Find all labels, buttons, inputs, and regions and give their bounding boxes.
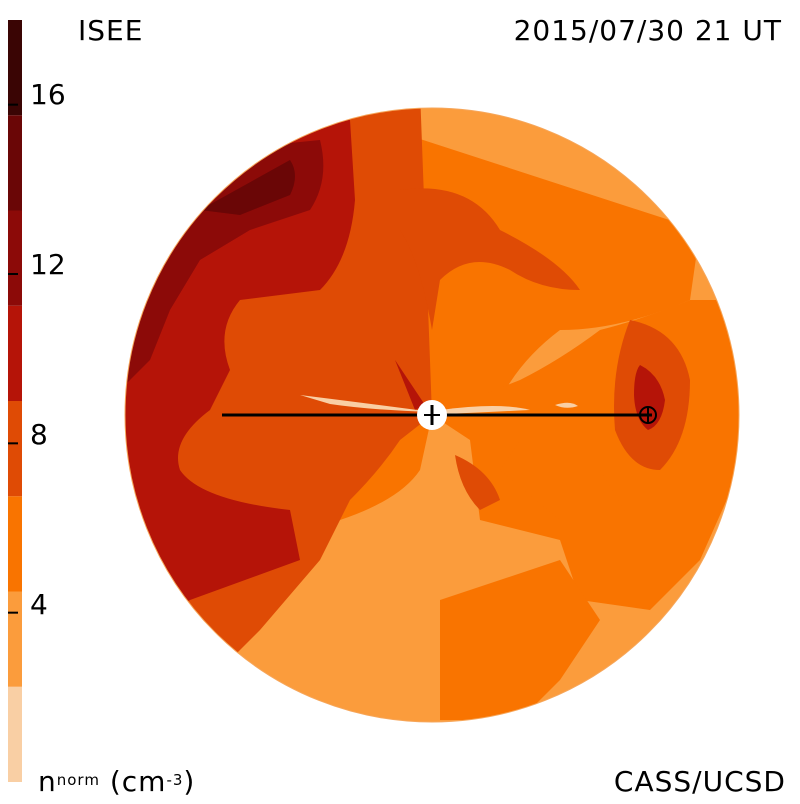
colorbar-segment xyxy=(8,210,22,306)
contour-region xyxy=(455,455,500,510)
credit-label: CASS/UCSD xyxy=(613,765,786,798)
colorbar-tick-label: 12 xyxy=(30,248,66,281)
unit-sup: norm xyxy=(56,771,100,789)
contour-region xyxy=(400,188,580,330)
contour-region xyxy=(440,406,530,414)
colorbar-tick-label: 8 xyxy=(30,418,48,451)
unit-pre: (cm xyxy=(109,765,167,798)
contour-region xyxy=(440,560,600,720)
timestamp-label: 2015/07/30 21 UT xyxy=(513,14,782,47)
colorbar-segment xyxy=(8,686,22,782)
contour-region xyxy=(555,402,578,408)
chart-title: ISEE xyxy=(78,14,144,47)
density-contours xyxy=(125,108,739,722)
colorbar-tick-label: 16 xyxy=(30,78,66,111)
unit-exp: -3 xyxy=(166,771,184,789)
colorbar-segment xyxy=(8,305,22,401)
contour-region xyxy=(500,440,630,520)
colorbar-segment xyxy=(8,115,22,211)
colorbar-segment xyxy=(8,20,22,116)
disk-outline xyxy=(124,107,740,723)
colorbar-unit-label: nnorm (cm-3) xyxy=(38,765,195,798)
colorbar-segment xyxy=(8,591,22,687)
colorbar-segment xyxy=(8,401,22,497)
unit-base: n xyxy=(38,765,57,798)
colorbar-tick-label: 4 xyxy=(30,588,48,621)
contour-region xyxy=(395,360,425,410)
contour-region xyxy=(200,160,295,215)
contour-region xyxy=(300,395,432,412)
colorbar-segment xyxy=(8,496,22,592)
unit-post: ) xyxy=(183,765,196,798)
